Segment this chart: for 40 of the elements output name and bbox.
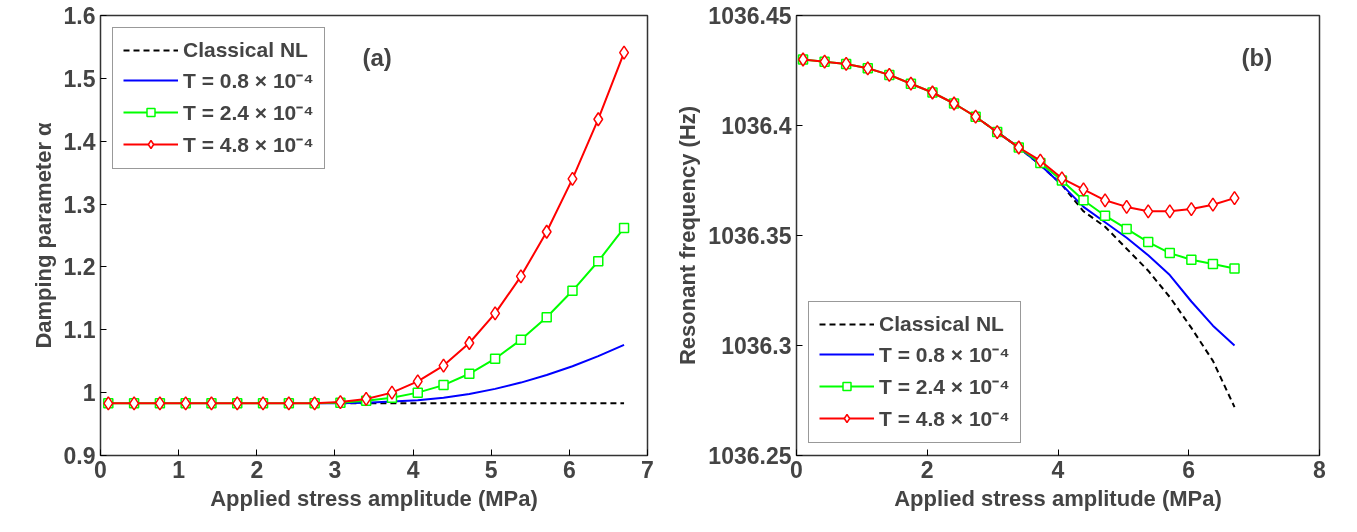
legend-label: T = 2.4 × 10⁻⁴	[183, 100, 314, 126]
legend-label: Classical NL	[879, 312, 1004, 336]
y-tick-label: 1036.45	[708, 3, 792, 29]
y-axis-title: Damping parameter α	[30, 121, 56, 349]
y-tick-label: 1.4	[63, 128, 96, 155]
x-tick-label: 0	[790, 456, 803, 483]
annotation: (a)	[362, 43, 392, 71]
x-tick-label: 1	[172, 456, 186, 483]
y-axis-title: Resonant frequency (Hz)	[675, 105, 701, 366]
legend-label: Classical NL	[183, 38, 308, 62]
x-tick-label: 4	[1051, 456, 1065, 483]
x-tick-label: 5	[484, 456, 498, 483]
y-tick-label: 1.2	[63, 254, 96, 281]
x-tick-label: 3	[328, 456, 342, 483]
x-axis-title: Applied stress amplitude (MPa)	[210, 485, 538, 511]
x-tick-label: 7	[641, 456, 654, 483]
y-tick-label: 0.9	[63, 443, 96, 469]
x-tick-label: 6	[562, 456, 576, 483]
y-tick-label: 1036.25	[708, 443, 792, 469]
annotation: (b)	[1241, 43, 1273, 71]
x-tick-label: 6	[1182, 456, 1196, 483]
x-axis-title: Applied stress amplitude (MPa)	[894, 485, 1222, 511]
y-tick-label: 1036.3	[721, 333, 792, 359]
y-tick-label: 1036.4	[721, 113, 792, 139]
legend-label: T = 0.8 × 10⁻⁴	[183, 68, 314, 94]
y-tick-label: 1036.35	[708, 223, 792, 249]
legend-label: T = 0.8 × 10⁻⁴	[879, 342, 1010, 368]
legend-label: T = 4.8 × 10⁻⁴	[183, 132, 314, 158]
x-tick-label: 4	[406, 456, 420, 483]
y-tick-label: 1.3	[63, 191, 96, 218]
x-tick-label: 8	[1313, 456, 1327, 483]
x-tick-label: 2	[920, 456, 934, 483]
y-tick-label: 1.1	[63, 317, 96, 344]
y-tick-label: 1.5	[63, 65, 96, 92]
y-tick-label: 1	[82, 380, 96, 407]
legend-label: T = 2.4 × 10⁻⁴	[879, 374, 1010, 400]
x-tick-label: 2	[250, 456, 264, 483]
y-tick-label: 1.6	[63, 3, 96, 29]
x-tick-label: 0	[94, 456, 107, 483]
legend-label: T = 4.8 × 10⁻⁴	[879, 406, 1010, 432]
